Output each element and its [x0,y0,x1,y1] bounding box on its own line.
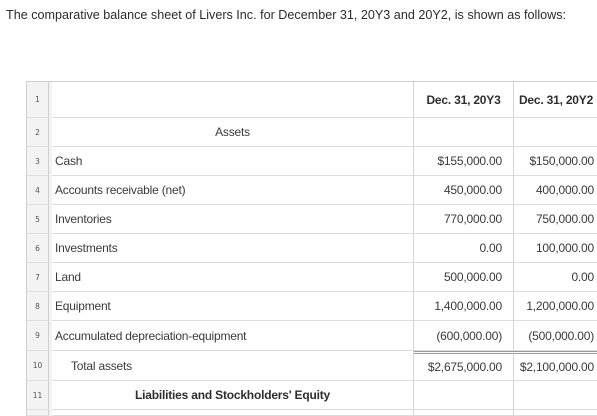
row-number: 4 [27,176,49,205]
table-row: 8 Equipment 1,400,000.00 1,200,000.00 [27,292,597,321]
section-heading-liabilities[interactable]: Liabilities and Stockholders' Equity [52,381,414,410]
value-cell-20y3[interactable]: (600,000.00) [414,321,514,351]
row-number: 7 [27,263,49,292]
table-row-liabilities-heading: 11 Liabilities and Stockholders' Equity [27,381,597,410]
total-cell-20y3[interactable]: $2,675,000.00 [414,351,514,381]
value-cell-20y3[interactable] [414,381,514,410]
table-row: 9 Accumulated depreciation-equipment (60… [27,321,597,351]
label-cell[interactable]: Land [52,263,414,292]
row-number: 5 [27,205,49,234]
table-row: 4 Accounts receivable (net) 450,000.00 4… [27,176,597,205]
label-cell[interactable]: Equipment [52,292,414,321]
label-cell[interactable]: Cash [52,147,414,176]
row-number: 9 [27,321,49,351]
value-cell-20y2[interactable]: 400,000.00 [514,176,597,205]
section-heading-assets[interactable]: Assets [52,118,414,147]
value-cell-20y3[interactable]: 1,400,000.00 [414,292,514,321]
row-number: 2 [27,118,49,147]
value-cell-20y2[interactable] [514,118,597,147]
value-cell-20y2[interactable]: (500,000.00) [514,321,597,351]
label-cell[interactable]: Investments [52,234,414,263]
value-cell-partial[interactable] [514,410,597,416]
row-number: 8 [27,292,49,321]
value-cell-20y3[interactable]: 500,000.00 [414,263,514,292]
label-cell-total[interactable]: Total assets [52,351,414,381]
column-header-20y3[interactable]: Dec. 31, 20Y3 [414,82,514,118]
value-cell-20y3[interactable]: 450,000.00 [414,176,514,205]
intro-text: The comparative balance sheet of Livers … [6,8,567,22]
table-row: 3 Cash $155,000.00 $150,000.00 [27,147,597,176]
value-cell-20y3[interactable]: 770,000.00 [414,205,514,234]
value-cell-20y2[interactable]: 0.00 [514,263,597,292]
value-cell-partial[interactable] [414,410,514,416]
row-number: 1 [27,82,49,118]
value-cell-20y2[interactable] [514,381,597,410]
total-cell-20y2[interactable]: $2,100,000.00 [514,351,597,381]
table-row-total-assets: 10 Total assets $2,675,000.00 $2,100,000… [27,351,597,381]
row-number: 11 [27,381,49,410]
table-row-assets-heading: 2 Assets [27,118,597,147]
row-number-partial [27,410,49,416]
value-cell-20y2[interactable]: 100,000.00 [514,234,597,263]
table-row: 5 Inventories 770,000.00 750,000.00 [27,205,597,234]
table-row-header: 1 Dec. 31, 20Y3 Dec. 31, 20Y2 [27,82,597,118]
value-cell-20y3[interactable] [414,118,514,147]
label-cell[interactable]: Accounts receivable (net) [52,176,414,205]
value-cell-20y3[interactable]: 0.00 [414,234,514,263]
table-row-partial [27,410,597,416]
value-cell-20y2[interactable]: 1,200,000.00 [514,292,597,321]
label-cell[interactable]: Inventories [52,205,414,234]
balance-sheet-spreadsheet: 1 Dec. 31, 20Y3 Dec. 31, 20Y2 2 Assets 3… [26,81,597,416]
table-row: 6 Investments 0.00 100,000.00 [27,234,597,263]
label-cell[interactable] [52,82,414,118]
label-cell-partial[interactable] [52,410,414,416]
value-cell-20y3[interactable]: $155,000.00 [414,147,514,176]
value-cell-20y2[interactable]: $150,000.00 [514,147,597,176]
label-cell[interactable]: Accumulated depreciation-equipment [52,321,414,351]
row-number: 6 [27,234,49,263]
value-cell-20y2[interactable]: 750,000.00 [514,205,597,234]
row-number: 3 [27,147,49,176]
row-gutter [49,82,52,416]
table-row: 7 Land 500,000.00 0.00 [27,263,597,292]
row-number: 10 [27,351,49,381]
column-header-20y2[interactable]: Dec. 31, 20Y2 [514,82,597,118]
